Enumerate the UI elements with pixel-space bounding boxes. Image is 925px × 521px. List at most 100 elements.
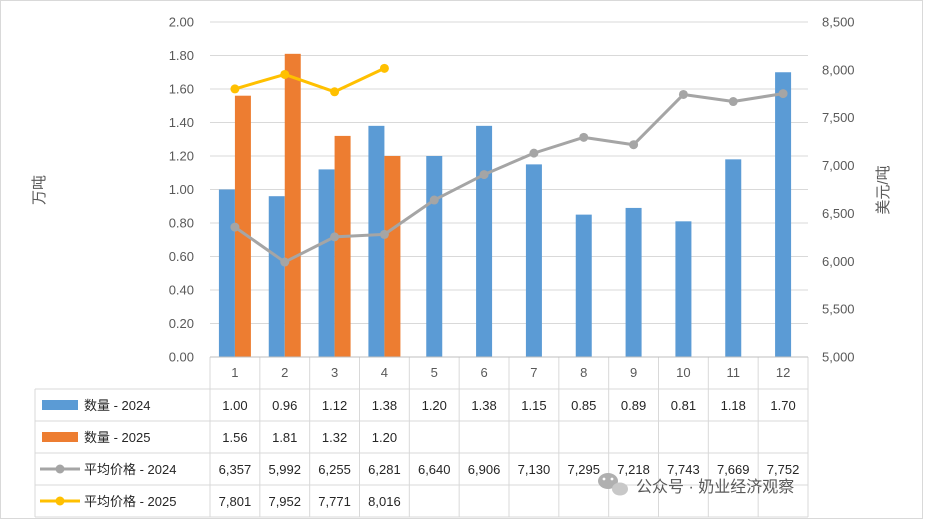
y-left-tick-label: 1.80 [169,48,194,63]
table-cell-value: 5,992 [268,462,301,477]
bar-2024-month-11 [725,159,742,357]
table-cell-value: 1.32 [322,430,347,445]
bar-2025-month-4 [384,156,401,357]
bar-2024-month-6 [476,125,493,357]
legend-label: 数量 - 2025 [84,430,150,445]
y-left-tick-label: 0.80 [169,216,194,231]
x-tick-label: 5 [431,365,438,380]
table-cell-value: 6,357 [219,462,252,477]
bar-2024-month-8 [575,214,592,357]
table-cell-value: 0.89 [621,398,646,413]
y-left-tick-label: 1.20 [169,149,194,164]
legend-swatch-qty-2024 [42,400,78,410]
table-cell-value: 1.15 [521,398,546,413]
table-cell-value: 1.38 [471,398,496,413]
bar-2024-month-5 [426,156,443,357]
x-tick-label: 12 [776,365,790,380]
y-right-tick-label: 6,500 [822,206,855,221]
table-cell-value: 6,906 [468,462,501,477]
y-right-tick-label: 8,000 [822,62,855,77]
point-price-2024 [728,97,738,107]
legend-marker-price-2024 [55,464,65,474]
table-cell-value: 1.18 [721,398,746,413]
table-cell-value: 0.85 [571,398,596,413]
legend-label: 平均价格 - 2024 [84,462,176,477]
line-price-2025 [234,66,386,94]
bar-2024-month-3 [318,169,335,357]
x-tick-label: 11 [727,365,741,380]
point-price-2024 [479,170,489,180]
bar-2024-month-1 [218,189,235,357]
x-tick-label: 7 [530,365,537,380]
y-left-tick-label: 1.60 [169,82,194,97]
table-cell-value: 7,801 [219,494,252,509]
table-cell-value: 7,752 [767,462,800,477]
legend-marker-price-2025 [55,496,65,506]
point-price-2024 [579,132,589,142]
x-tick-label: 4 [381,365,388,380]
bar-2025-month-3 [334,135,351,357]
table-cell-value: 7,295 [567,462,600,477]
y-right-tick-label: 8,500 [822,15,855,30]
x-tick-label: 8 [580,365,587,380]
table-cell-value: 1.81 [272,430,297,445]
table-cell-value: 1.56 [222,430,247,445]
point-price-2024 [280,257,290,267]
point-price-2024 [379,229,389,239]
x-tick-label: 2 [281,365,288,380]
point-price-2024 [330,232,340,242]
table-cell-value: 8,016 [368,494,401,509]
y-left-tick-label: 1.40 [169,115,194,130]
bar-2024-month-4 [368,125,385,357]
table-cell-value: 7,771 [318,494,351,509]
table-cell-value: 7,130 [518,462,551,477]
table-cell-value: 7,218 [617,462,650,477]
y-right-tick-label: 7,000 [822,158,855,173]
table-cell-value: 6,281 [368,462,401,477]
legend-label: 数量 - 2024 [84,398,150,413]
watermark-text: 公众号 · 奶业经济观察 [636,478,794,496]
bar-2024-month-12 [775,72,792,357]
bar-2024-month-7 [525,164,542,357]
table-cell-value: 7,669 [717,462,750,477]
y-left-tick-label: 0.00 [169,350,194,365]
y-left-tick-label: 2.00 [169,15,194,30]
y-left-tick-label: 0.40 [169,283,194,298]
table-cell-value: 1.20 [422,398,447,413]
bar-2025-month-1 [234,95,251,357]
table-cell-value: 1.38 [372,398,397,413]
point-price-2025 [379,63,389,73]
y-left-tick-label: 0.60 [169,249,194,264]
point-price-2024 [429,195,439,205]
table-cell-value: 1.12 [322,398,347,413]
table-cell-value: 1.00 [222,398,247,413]
bar-2024-month-9 [625,207,642,357]
y-right-tick-label: 5,500 [822,302,855,317]
y-right-axis-title: 美元/吨 [875,165,892,214]
y-left-tick-label: 1.00 [169,182,194,197]
point-price-2024 [678,89,688,99]
point-price-2025 [330,87,340,97]
y-left-axis-title: 万吨 [31,175,48,205]
wechat-icon [598,473,628,496]
table-cell-value: 6,255 [318,462,351,477]
table-cell-value: 7,952 [268,494,301,509]
y-right-tick-label: 6,000 [822,254,855,269]
point-price-2025 [280,69,290,79]
line-price-2024 [234,92,784,264]
table-cell-value: 6,640 [418,462,451,477]
legend-swatch-qty-2025 [42,432,78,442]
table-cell-value: 7,743 [667,462,700,477]
x-tick-label: 3 [331,365,338,380]
y-left-tick-label: 0.20 [169,316,194,331]
bar-2024-month-2 [268,196,285,357]
table-cell-value: 1.70 [770,398,795,413]
x-tick-label: 9 [630,365,637,380]
point-price-2024 [230,222,240,232]
point-price-2025 [230,84,240,94]
point-price-2024 [529,148,539,158]
point-price-2024 [629,140,639,150]
point-price-2024 [778,89,788,99]
table-cell-value: 0.81 [671,398,696,413]
